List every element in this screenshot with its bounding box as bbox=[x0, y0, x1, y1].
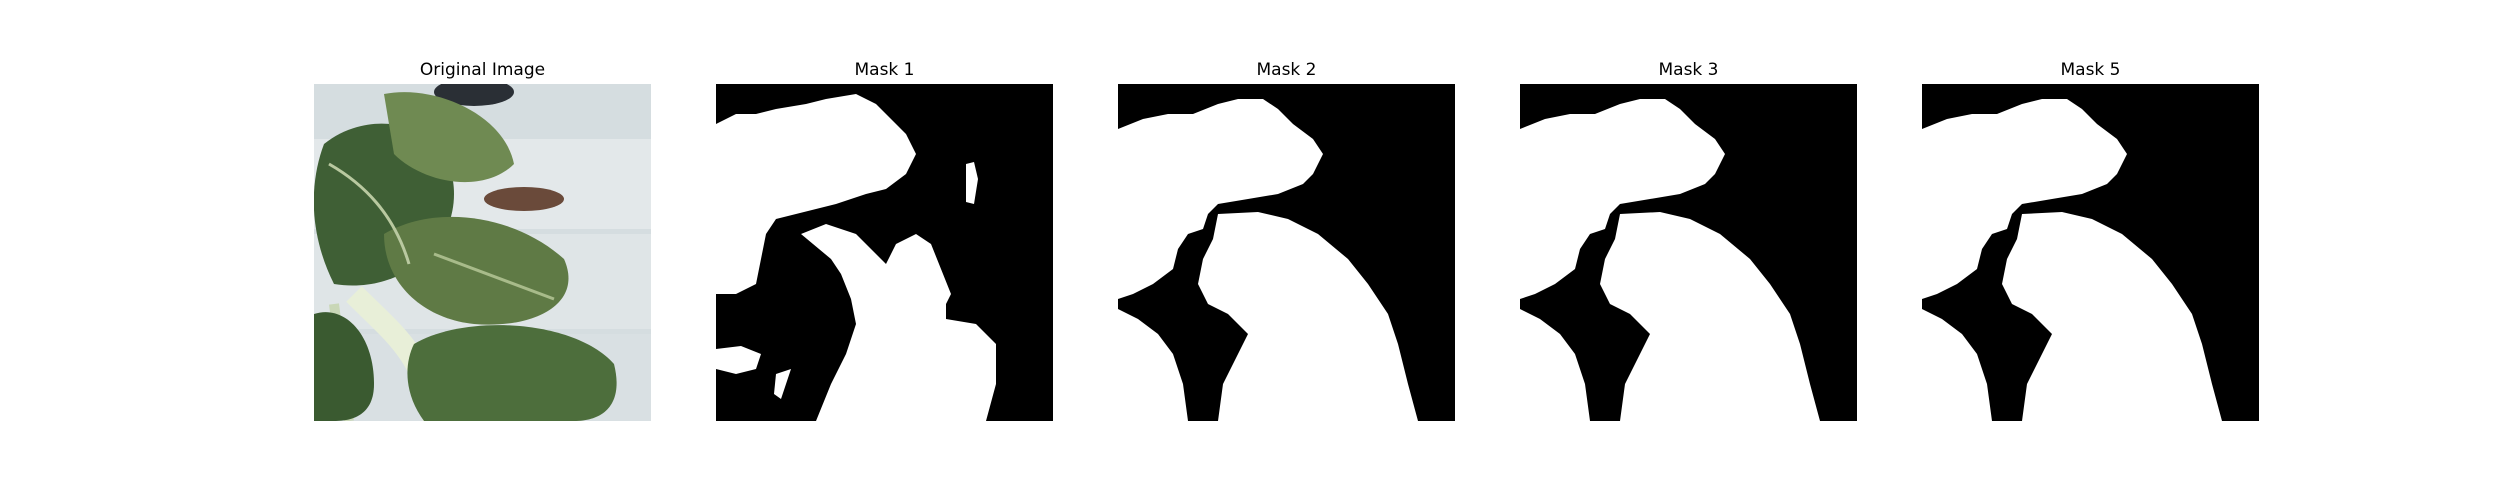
mask-image bbox=[1118, 84, 1455, 421]
panel-title: Mask 5 bbox=[2060, 60, 2121, 80]
mask-region bbox=[1118, 99, 1418, 421]
mask-region bbox=[1520, 99, 1820, 421]
mask-region bbox=[716, 346, 761, 374]
soil-patch bbox=[484, 187, 564, 211]
panel-title: Original Image bbox=[419, 60, 546, 80]
mask-1-image bbox=[716, 84, 1053, 421]
mask-region bbox=[774, 369, 791, 399]
mask-5-image bbox=[1922, 84, 2259, 421]
leaf-top bbox=[384, 92, 514, 183]
mask-2-image bbox=[1118, 84, 1455, 421]
mask-image bbox=[1922, 84, 2259, 421]
leaf-bottom-right bbox=[407, 325, 617, 421]
pot-top bbox=[434, 84, 514, 106]
panel-title: Mask 1 bbox=[854, 60, 915, 80]
leaf-vein bbox=[328, 162, 411, 265]
plant-photo bbox=[314, 84, 651, 421]
mask-image bbox=[1520, 84, 1857, 421]
mask-region bbox=[716, 94, 916, 294]
mask-region bbox=[966, 162, 978, 204]
original-image bbox=[314, 84, 651, 421]
mask-region bbox=[801, 224, 996, 421]
mask-region bbox=[1922, 99, 2222, 421]
panel-title: Mask 2 bbox=[1256, 60, 1317, 80]
panel-title: Mask 3 bbox=[1658, 60, 1719, 80]
leaf-bottom-left bbox=[314, 312, 374, 421]
mask-image bbox=[716, 84, 1053, 421]
mask-3-image bbox=[1520, 84, 1857, 421]
leaf-vein bbox=[433, 252, 555, 301]
